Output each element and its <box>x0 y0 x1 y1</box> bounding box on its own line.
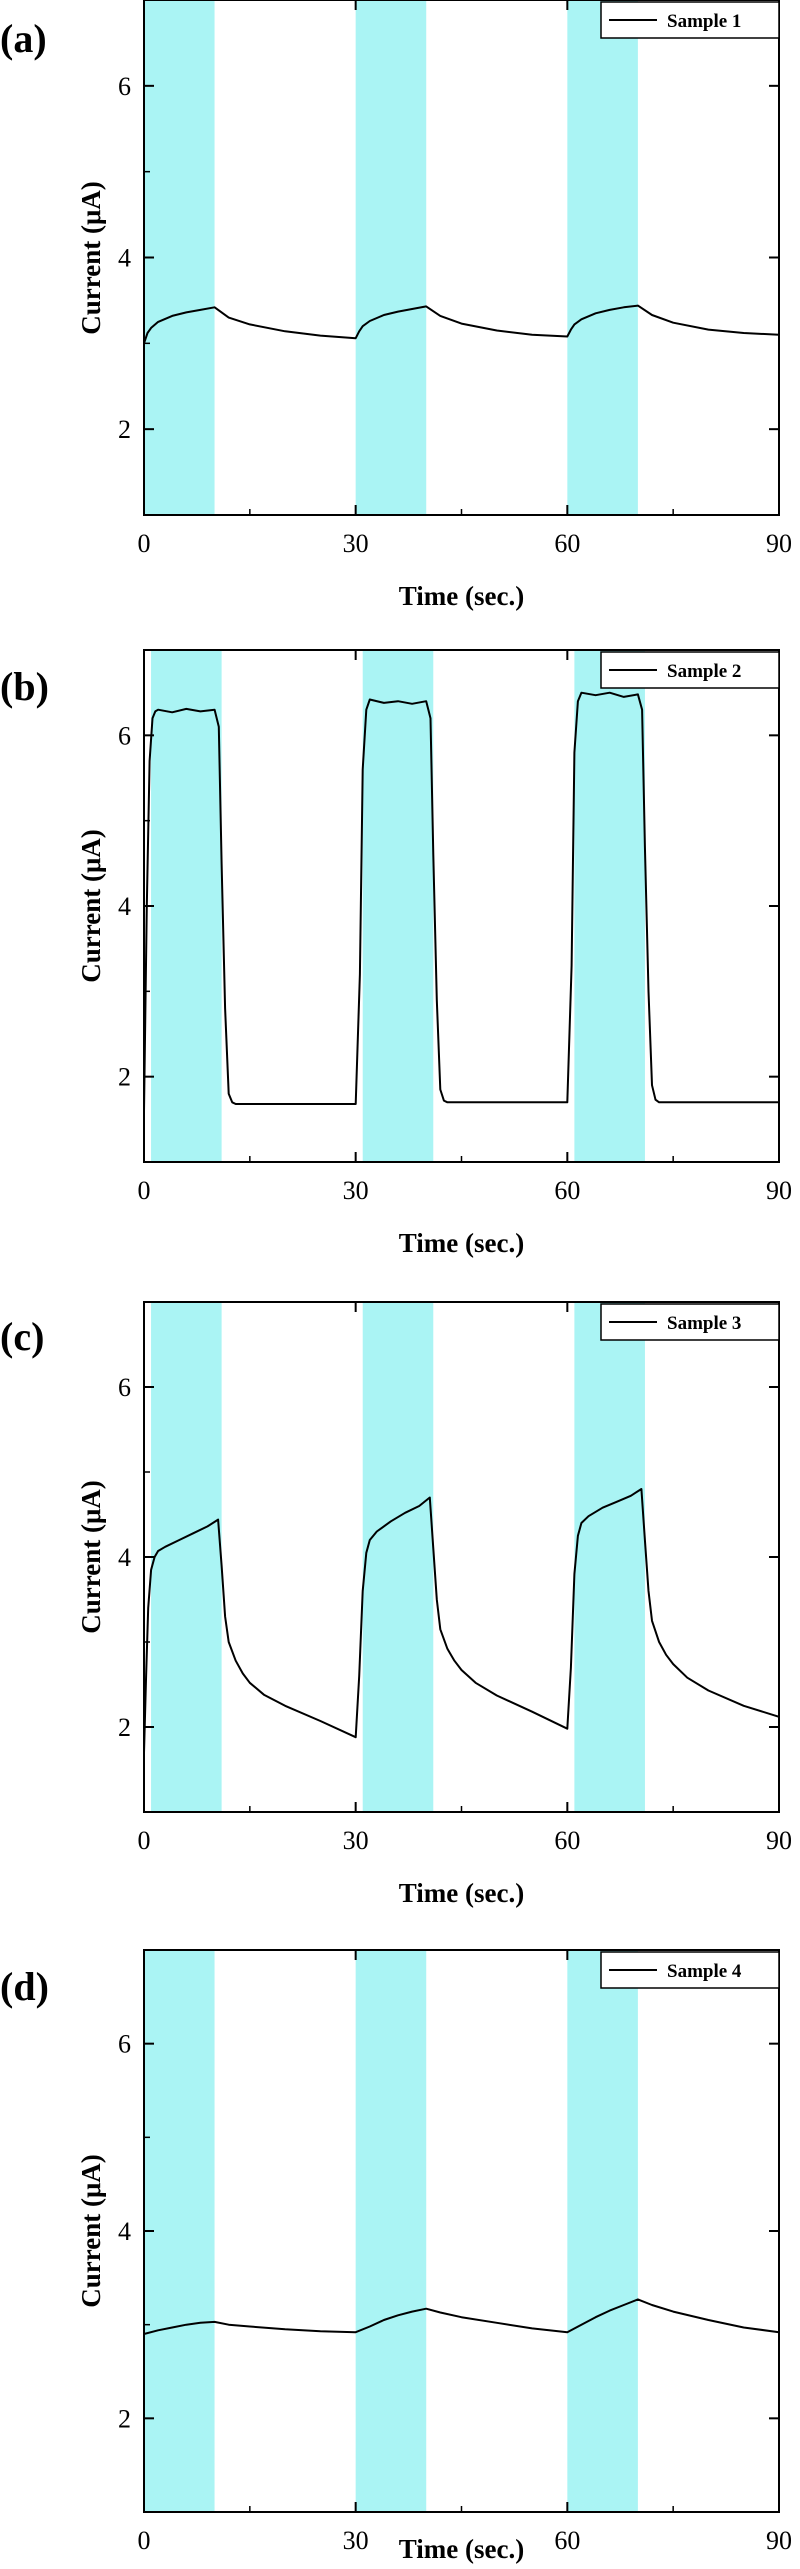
x-tick-label: 30 <box>343 1176 369 1205</box>
y-tick-label: 2 <box>118 2404 131 2433</box>
panel-label: (d) <box>0 1964 49 2009</box>
x-tick-label: 0 <box>138 2526 151 2555</box>
x-tick-label: 0 <box>138 1176 151 1205</box>
x-tick-label: 30 <box>343 529 369 558</box>
x-axis-title: Time (sec.) <box>399 1228 524 1258</box>
highlight-band-3 <box>567 1950 638 2512</box>
x-tick-label: 60 <box>554 1176 580 1205</box>
legend: Sample 1 <box>600 1 780 39</box>
plot-frame <box>143 1949 780 2513</box>
y-tick-label: 6 <box>118 1373 131 1402</box>
y-axis-title: Current (μA) <box>76 181 106 335</box>
highlight-band-1 <box>144 0 215 515</box>
chart-panel-4: 0 30 60 90 2 4 6 Time (sec.) Current (μA) (d) Samp… <box>0 1949 792 2564</box>
chart-panel-2: 0 30 60 90 2 4 6 Time (sec.) Current (μA) (b) Samp… <box>0 649 792 1258</box>
y-tick-label: 6 <box>118 2030 131 2059</box>
chart-panel-1: 0 30 60 90 2 4 6 Time (sec.) Current (μA) (a) Samp… <box>0 0 792 611</box>
x-axis-title: Time (sec.) <box>399 1878 524 1908</box>
highlight-band-3 <box>574 650 645 1162</box>
x-tick-label: 90 <box>766 1826 792 1855</box>
plot-frame <box>143 0 780 516</box>
y-tick-label: 2 <box>118 415 131 444</box>
y-tick-label: 2 <box>118 1063 131 1092</box>
highlight-band-2 <box>355 1950 427 2512</box>
series-line-1 <box>143 304 780 344</box>
series-line-1 <box>143 1488 780 1753</box>
x-tick-label: 60 <box>554 529 580 558</box>
x-tick-label: 0 <box>138 529 151 558</box>
chart-panel-3: 0 30 60 90 2 4 6 Time (sec.) Current (μA) (c) Samp… <box>0 1301 792 1908</box>
series-line-1 <box>143 691 779 1111</box>
y-tick-label: 4 <box>118 1543 131 1572</box>
plot-frame <box>143 649 780 1163</box>
y-tick-label: 4 <box>118 244 131 273</box>
panel-label: (a) <box>0 16 47 61</box>
legend: Sample 3 <box>600 1303 780 1341</box>
x-axis-title: Time (sec.) <box>399 581 524 611</box>
plot-frame <box>143 1301 780 1813</box>
highlight-band-2 <box>362 650 434 1162</box>
legend-label: Sample 3 <box>667 1313 741 1334</box>
highlight-band-3 <box>567 0 638 515</box>
x-tick-label: 60 <box>554 1826 580 1855</box>
x-tick-label: 90 <box>766 2526 792 2555</box>
y-axis-title: Current (μA) <box>76 829 106 983</box>
highlight-band-1 <box>151 650 222 1162</box>
y-tick-label: 6 <box>118 72 131 101</box>
y-axis-title: Current (μA) <box>76 1480 106 1634</box>
panel-label: (b) <box>0 664 49 709</box>
y-tick-label: 4 <box>118 2217 131 2246</box>
x-axis-title: Time (sec.) <box>399 2534 524 2564</box>
x-tick-label: 30 <box>343 1826 369 1855</box>
legend: Sample 4 <box>600 1951 780 1989</box>
y-tick-label: 6 <box>118 721 131 750</box>
y-tick-label: 4 <box>118 892 131 921</box>
x-tick-label: 30 <box>343 2526 369 2555</box>
legend: Sample 2 <box>600 651 780 689</box>
y-axis-title: Current (μA) <box>76 2154 106 2308</box>
x-tick-label: 90 <box>766 1176 792 1205</box>
x-tick-label: 90 <box>766 529 792 558</box>
legend-label: Sample 1 <box>667 11 741 32</box>
x-tick-label: 0 <box>138 1826 151 1855</box>
x-tick-label: 60 <box>554 2526 580 2555</box>
highlight-band-2 <box>355 0 427 515</box>
highlight-band-1 <box>144 1950 215 2512</box>
legend-label: Sample 4 <box>667 1961 742 1982</box>
highlight-band-3 <box>574 1302 645 1812</box>
series-line-1 <box>143 2298 780 2335</box>
highlight-band-2 <box>362 1302 434 1812</box>
legend-label: Sample 2 <box>667 661 741 682</box>
highlight-band-1 <box>151 1302 222 1812</box>
panel-label: (c) <box>0 1314 44 1359</box>
y-tick-label: 2 <box>118 1713 131 1742</box>
